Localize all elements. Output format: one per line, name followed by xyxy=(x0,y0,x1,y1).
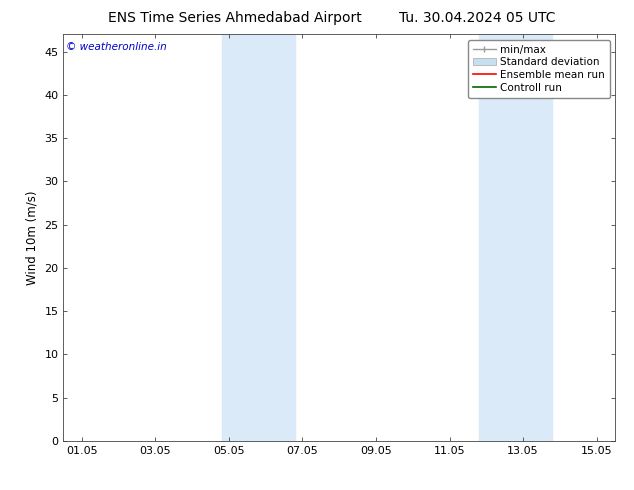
Bar xyxy=(221,34,295,441)
Y-axis label: Wind 10m (m/s): Wind 10m (m/s) xyxy=(26,191,39,285)
Text: Tu. 30.04.2024 05 UTC: Tu. 30.04.2024 05 UTC xyxy=(399,11,556,25)
Text: ENS Time Series Ahmedabad Airport: ENS Time Series Ahmedabad Airport xyxy=(108,11,361,25)
Bar xyxy=(479,34,552,441)
Legend: min/max, Standard deviation, Ensemble mean run, Controll run: min/max, Standard deviation, Ensemble me… xyxy=(467,40,610,98)
Text: © weatheronline.in: © weatheronline.in xyxy=(66,43,167,52)
